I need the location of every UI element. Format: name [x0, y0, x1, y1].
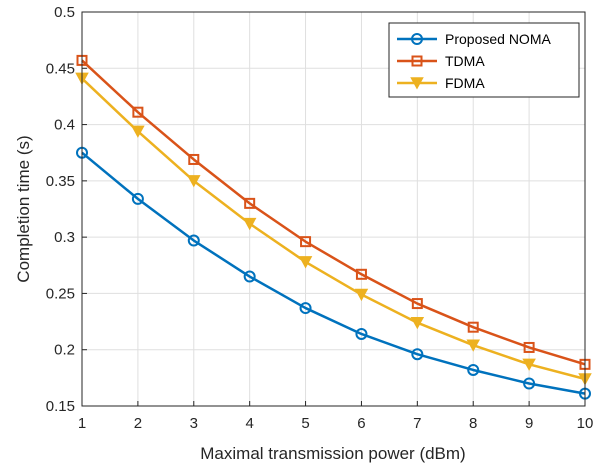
legend-label-fdma: FDMA: [445, 75, 485, 91]
data-point: [298, 256, 313, 269]
data-point: [242, 217, 257, 231]
data-point: [188, 153, 200, 165]
y-tick-label: 0.15: [46, 398, 75, 415]
data-point: [187, 234, 200, 247]
x-tick-label: 10: [577, 415, 594, 432]
y-tick-label: 0.4: [54, 117, 75, 134]
data-point: [187, 175, 201, 188]
legend-label-proposed-noma: Proposed NOMA: [445, 31, 551, 47]
legend-marker-square: [411, 55, 423, 67]
data-point: [355, 268, 367, 280]
axis-ticks: 1 2 3 4 5 6 7 8 9 10 0.15 0.2 0.25 0.3 0.35 0.4 0.45 0.5: [46, 4, 594, 432]
x-tick-label: 1: [78, 415, 86, 432]
x-tick-label: 3: [190, 415, 198, 432]
x-tick-label: 2: [134, 415, 142, 432]
data-point: [131, 125, 145, 138]
data-point: [299, 302, 312, 315]
series-fdma: [75, 72, 592, 386]
data-point: [523, 377, 536, 390]
data-point: [411, 348, 424, 361]
x-tick-label: 9: [525, 415, 533, 432]
data-point: [300, 236, 312, 248]
legend-marker-triangle: [410, 77, 424, 90]
legend: Proposed NOMA TDMA FDMA: [388, 22, 580, 98]
data-point: [523, 341, 535, 353]
data-point: [467, 321, 479, 333]
series-line-fdma: [81, 77, 586, 381]
data-point: [466, 339, 480, 352]
y-tick-label: 0.45: [46, 60, 75, 77]
data-point: [354, 288, 369, 302]
x-tick-label: 5: [301, 415, 309, 432]
data-point: [467, 363, 480, 376]
y-tick-label: 0.25: [46, 285, 75, 302]
data-point: [410, 316, 425, 330]
x-axis-label: Maximal transmission power (dBm): [200, 444, 465, 463]
series-line-tdma: [81, 59, 586, 366]
data-point: [522, 358, 536, 371]
y-tick-label: 0.5: [54, 4, 75, 21]
series-line-proposed-noma: [81, 151, 586, 395]
plot-frame: [81, 11, 586, 407]
legend-marker-circle: [411, 33, 423, 45]
data-point: [132, 106, 144, 118]
y-tick-label: 0.2: [54, 342, 75, 359]
x-tick-label: 8: [469, 415, 477, 432]
series-tdma: [76, 54, 591, 370]
y-axis-label: Completion time (s): [14, 135, 33, 282]
x-tick-label: 4: [245, 415, 253, 432]
y-tick-label: 0.3: [54, 229, 75, 246]
data-point: [411, 298, 423, 310]
x-tick-label: 7: [413, 415, 421, 432]
data-point: [243, 270, 256, 283]
x-tick-label: 6: [357, 415, 365, 432]
data-point: [131, 192, 144, 205]
y-tick-label: 0.35: [46, 173, 75, 190]
data-point: [355, 327, 368, 340]
data-point: [244, 197, 256, 209]
legend-label-tdma: TDMA: [445, 53, 485, 69]
